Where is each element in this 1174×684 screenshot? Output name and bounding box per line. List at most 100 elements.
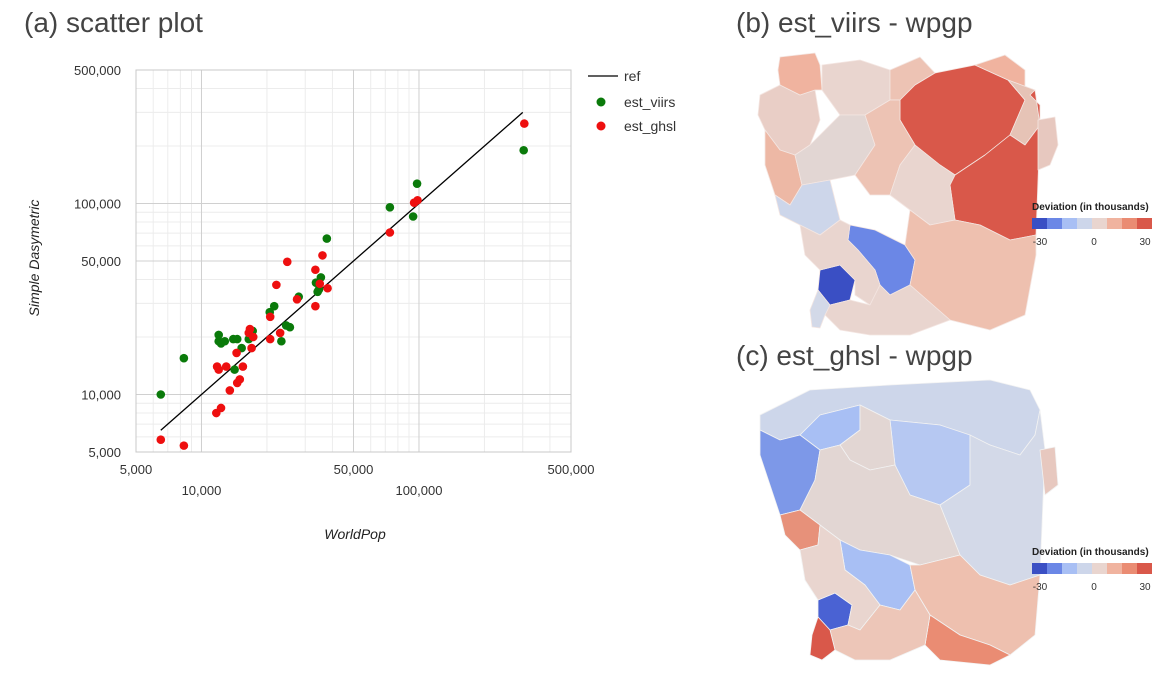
point-est-ghsl [179, 441, 189, 450]
point-est-ghsl [245, 324, 255, 334]
map-c-title: (c) est_ghsl - wpgp [736, 340, 973, 371]
y-tick-label: 50,000 [81, 254, 121, 269]
legend-est-viirs-swatch [596, 97, 606, 107]
legend-est-viirs-label: est_viirs [624, 94, 675, 110]
point-est-ghsl [311, 301, 320, 311]
legend-ref-label: ref [624, 68, 640, 84]
point-est-viirs [179, 353, 189, 363]
colorbar-swatch [1107, 563, 1122, 574]
legend-est-ghsl-swatch [596, 121, 606, 131]
map-est-viirs: Deviation (in thousands) -30 0 30 [757, 52, 1152, 336]
colorbar-swatch [1032, 218, 1047, 229]
colorbar-swatch [1137, 218, 1152, 229]
point-est-ghsl [247, 343, 256, 353]
x-tick-label: 500,000 [548, 462, 595, 477]
colorbar-b-tick-mid: 0 [1091, 237, 1097, 248]
region-southwest-coast [809, 289, 831, 329]
colorbar-c-tick-mid: 0 [1091, 582, 1097, 593]
x-tick-label: 10,000 [182, 483, 222, 498]
region-far-east [1039, 446, 1059, 496]
region-north-top [777, 52, 823, 96]
colorbar-c-tick-min: -30 [1033, 582, 1048, 593]
point-est-viirs [285, 322, 295, 332]
x-axis-label: WorldPop [324, 526, 386, 542]
map-b-title: (b) est_viirs - wpgp [736, 7, 973, 38]
data-points [156, 119, 529, 450]
colorbar-b-swatches [1032, 218, 1152, 229]
region-south-east [904, 209, 1037, 331]
y-tick-label: 10,000 [81, 388, 121, 403]
colorbar-swatch [1047, 563, 1062, 574]
point-est-viirs [232, 334, 242, 344]
point-est-ghsl [265, 334, 275, 344]
point-est-ghsl [265, 312, 275, 322]
scatter-plot: 5,000 10,000 50,000 100,000 500,000 5,000 10,0… [26, 63, 676, 542]
colorbar-swatch [1092, 218, 1107, 229]
reference-line [160, 111, 524, 431]
point-est-ghsl [232, 348, 241, 358]
colorbar-swatch [1047, 218, 1062, 229]
point-est-ghsl [272, 280, 281, 290]
point-est-viirs [412, 179, 422, 188]
colorbar-swatch [1077, 563, 1092, 574]
point-est-ghsl [311, 265, 320, 275]
point-est-ghsl [315, 279, 325, 289]
colorbar-swatch [1107, 218, 1122, 229]
y-tick-label: 5,000 [88, 445, 121, 460]
colorbar-c-swatches [1032, 563, 1152, 574]
legend-est-ghsl-label: est_ghsl [624, 118, 676, 134]
point-est-viirs [385, 203, 395, 212]
point-est-viirs [214, 330, 223, 340]
colorbar-swatch [1092, 563, 1107, 574]
point-est-viirs [408, 212, 418, 221]
colorbar-b-tick-min: -30 [1033, 237, 1048, 248]
colorbar-b-tick-max: 30 [1139, 237, 1151, 248]
point-est-ghsl [235, 375, 245, 384]
point-est-ghsl [323, 283, 332, 293]
colorbar-swatch [1062, 563, 1077, 574]
map-est-ghsl: Deviation (in thousands) -30 0 30 [759, 379, 1152, 666]
colorbar-swatch [1077, 218, 1092, 229]
region-south-orange [924, 614, 1011, 666]
point-est-viirs [322, 234, 332, 243]
point-est-ghsl [413, 195, 422, 205]
point-est-viirs [277, 336, 286, 346]
point-est-ghsl [318, 251, 327, 260]
colorbar-b-title: Deviation (in thousands) [1032, 202, 1149, 213]
x-tick-label: 100,000 [395, 483, 442, 498]
point-est-ghsl [520, 119, 529, 128]
region-north-right-2 [974, 54, 1026, 101]
axis-ticks: 5,000 10,000 50,000 100,000 500,000 5,000 10,0… [74, 63, 595, 498]
point-est-viirs [220, 336, 230, 346]
y-tick-label: 100,000 [74, 197, 121, 212]
region-tip-red [809, 616, 836, 661]
point-est-ghsl [238, 362, 248, 371]
point-est-ghsl [292, 295, 302, 304]
y-axis-label: Simple Dasymetric [26, 200, 42, 317]
y-tick-label: 500,000 [74, 63, 121, 78]
scatter-title: (a) scatter plot [24, 7, 203, 38]
legend: ref est_viirs est_ghsl [588, 68, 676, 134]
point-est-ghsl [221, 362, 231, 371]
region-far-east [1037, 116, 1059, 171]
point-est-viirs [156, 390, 166, 399]
point-est-ghsl [156, 435, 166, 444]
point-est-ghsl [385, 228, 395, 237]
colorbar-b: Deviation (in thousands) -30 0 30 [1032, 202, 1152, 248]
point-est-ghsl [275, 328, 285, 338]
point-est-ghsl [214, 365, 223, 374]
plot-frame [135, 69, 572, 453]
point-est-ghsl [282, 257, 292, 267]
colorbar-c-tick-max: 30 [1139, 582, 1151, 593]
point-est-viirs [269, 301, 279, 311]
point-est-ghsl [225, 386, 235, 395]
colorbar-c: Deviation (in thousands) -30 0 30 [1032, 547, 1152, 593]
point-est-viirs [230, 365, 239, 374]
colorbar-swatch [1062, 218, 1077, 229]
grid [135, 69, 572, 453]
point-est-ghsl [248, 332, 258, 342]
colorbar-swatch [1122, 218, 1137, 229]
colorbar-swatch [1032, 563, 1047, 574]
colorbar-swatch [1122, 563, 1137, 574]
colorbar-swatch [1137, 563, 1152, 574]
